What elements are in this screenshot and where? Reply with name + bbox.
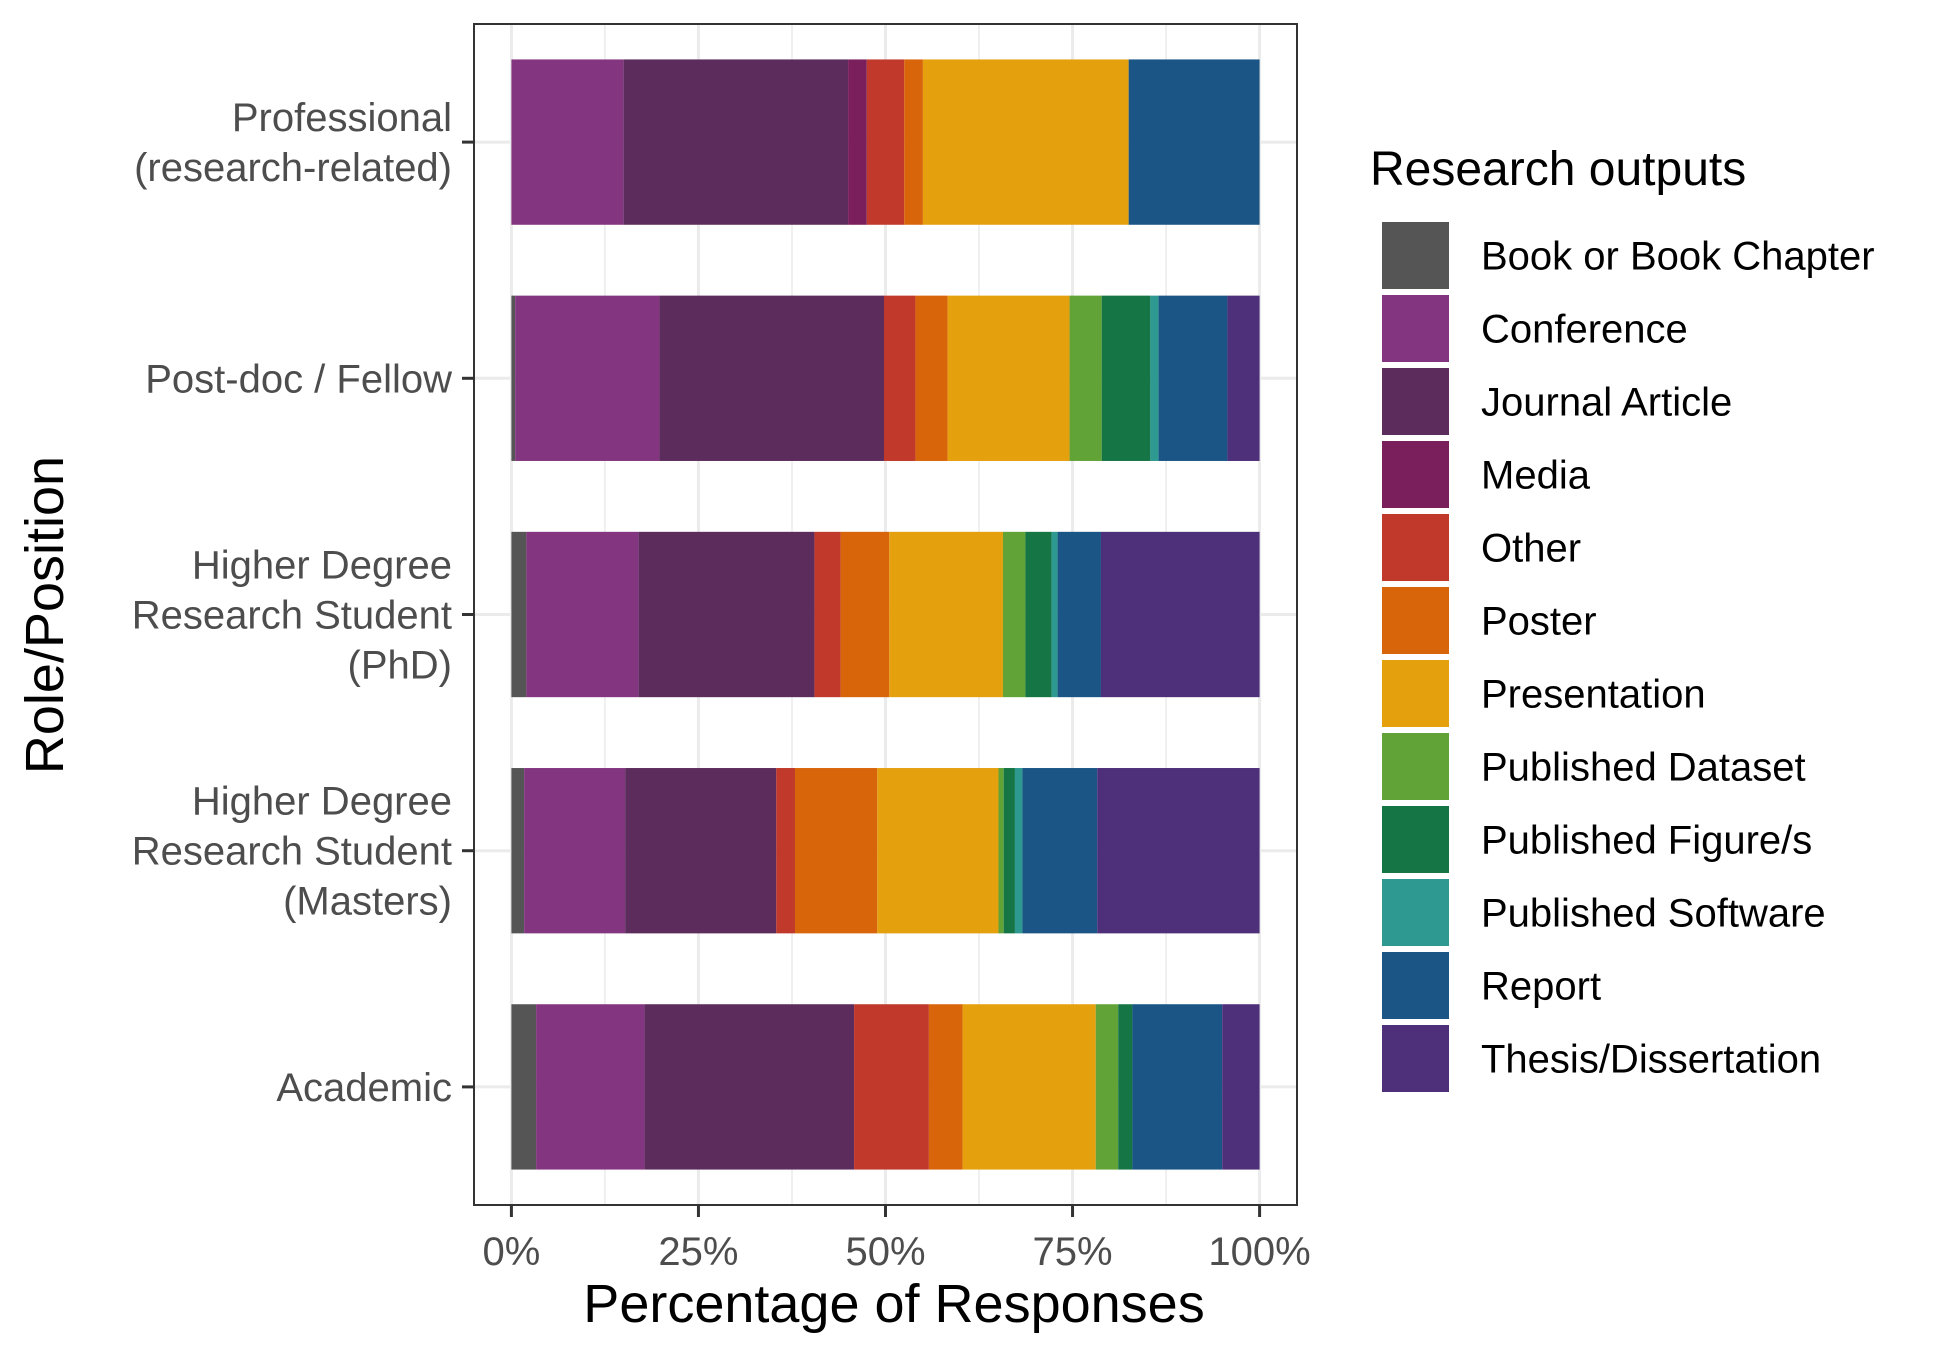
- legend-key: [1382, 514, 1449, 581]
- bar-segment: Journal Article: [625, 768, 777, 934]
- bar-segment: Book or Book Chapter: [511, 295, 516, 461]
- legend-key: [1382, 295, 1449, 362]
- x-tick-label: 0%: [483, 1230, 541, 1274]
- bar-segment: Published Software: [1150, 295, 1159, 461]
- legend: Research outputs Book or Book Chapter Con…: [1370, 143, 1875, 1092]
- bar-segment: Book or Book Chapter: [511, 531, 527, 698]
- bar-segment: Report: [1132, 1004, 1223, 1170]
- bar-segment: Report: [1158, 295, 1228, 461]
- bar-segment: Presentation: [877, 768, 999, 934]
- bar-segment: Journal Article: [659, 295, 885, 461]
- legend-label: Published Software: [1481, 892, 1826, 936]
- bar-segment: Book or Book Chapter: [511, 768, 525, 934]
- bar-segment: Conference: [524, 768, 626, 934]
- y-tick-label: Research Student: [132, 830, 452, 874]
- bar-segment: Presentation: [889, 531, 1003, 698]
- bar-segment: Other: [866, 59, 905, 225]
- legend-label: Published Figure/s: [1481, 819, 1812, 863]
- bar-segment: Published Dataset: [1095, 1004, 1119, 1170]
- bar-segment: Poster: [904, 59, 923, 225]
- bar-segment: Other: [884, 295, 916, 461]
- y-axis: Professional (research-related) Post-doc /…: [132, 96, 474, 1110]
- bar-segment: Published Software: [1014, 768, 1023, 934]
- x-tick-label: 100%: [1208, 1230, 1310, 1274]
- legend-label: Conference: [1481, 308, 1688, 352]
- bar-segment: Conference: [515, 295, 660, 461]
- legend-label: Report: [1481, 965, 1601, 1009]
- bar-segment: Published Software: [1051, 531, 1058, 698]
- bar-segment: Poster: [794, 768, 878, 934]
- x-tick-label: 50%: [845, 1230, 925, 1274]
- bar-segment: Presentation: [962, 1004, 1096, 1170]
- legend-key: [1382, 222, 1449, 289]
- bar-segment: Thesis/Dissertation: [1227, 295, 1260, 461]
- bar-segment: Conference: [511, 59, 624, 225]
- legend-label: Presentation: [1481, 673, 1706, 717]
- legend-label: Published Dataset: [1481, 746, 1806, 790]
- bar-segment: Journal Article: [638, 531, 815, 698]
- bar-segment: Poster: [915, 295, 948, 461]
- bar-segment: Journal Article: [623, 59, 849, 225]
- bar-segment: Conference: [536, 1004, 645, 1170]
- legend-label: Other: [1481, 527, 1581, 571]
- bar-segment: Other: [854, 1004, 929, 1170]
- bar-segment: Thesis/Dissertation: [1222, 1004, 1260, 1170]
- x-axis: 0% 25% 50% 75% 100%: [483, 1205, 1311, 1274]
- bar-segment: Other: [776, 768, 795, 934]
- x-tick-label: 25%: [658, 1230, 738, 1274]
- bar-segment: Report: [1128, 59, 1260, 225]
- y-tick-label: Academic: [276, 1066, 452, 1110]
- legend-key: [1382, 879, 1449, 946]
- legend-key: [1382, 806, 1449, 873]
- bar-segment: Published Dataset: [1002, 531, 1026, 698]
- bar-segment: Conference: [526, 531, 639, 698]
- bar-segment: Other: [814, 531, 841, 698]
- legend-key: [1382, 587, 1449, 654]
- bar-segment: Presentation: [922, 59, 1129, 225]
- bar-segment: Poster: [928, 1004, 963, 1170]
- legend-label: Thesis/Dissertation: [1481, 1038, 1821, 1082]
- bar-segment: Published Dataset: [998, 768, 1004, 934]
- bar-segment: Poster: [840, 531, 890, 698]
- legend-key: [1382, 441, 1449, 508]
- bar-segment: Thesis/Dissertation: [1097, 768, 1260, 934]
- bar-segment: Report: [1022, 768, 1098, 934]
- y-tick-label: Professional: [232, 96, 452, 140]
- bar-segment: Published Figure/s: [1101, 295, 1151, 461]
- bar-segment: Report: [1057, 531, 1101, 698]
- y-tick-label: (research-related): [134, 146, 452, 190]
- y-tick-label: Post-doc / Fellow: [145, 357, 452, 401]
- legend-key: [1382, 368, 1449, 435]
- legend-label: Journal Article: [1481, 381, 1732, 425]
- legend-key: [1382, 1025, 1449, 1092]
- legend-title: Research outputs: [1370, 143, 1746, 196]
- bar-segment: Media: [848, 59, 867, 225]
- x-tick-label: 75%: [1033, 1230, 1113, 1274]
- bar-segment: Presentation: [947, 295, 1070, 461]
- bar-segment: Thesis/Dissertation: [1100, 531, 1260, 698]
- bar-segment: Journal Article: [644, 1004, 855, 1170]
- bar-segment: Published Figure/s: [1003, 768, 1015, 934]
- bar-segment: Published Figure/s: [1025, 531, 1052, 698]
- y-tick-label: (PhD): [348, 644, 452, 688]
- legend-key: [1382, 660, 1449, 727]
- y-tick-label: Higher Degree: [192, 780, 452, 824]
- y-tick-label: (Masters): [283, 880, 452, 924]
- legend-label: Book or Book Chapter: [1481, 235, 1875, 279]
- legend-key: [1382, 952, 1449, 1019]
- legend-label: Media: [1481, 454, 1591, 498]
- y-tick-label: Research Student: [132, 594, 452, 638]
- bar-segment: Book or Book Chapter: [511, 1004, 537, 1170]
- y-axis-title: Role/Position: [15, 456, 75, 774]
- legend-label: Poster: [1481, 600, 1597, 644]
- bar-segment: Published Figure/s: [1118, 1004, 1133, 1170]
- legend-key: [1382, 733, 1449, 800]
- y-tick-label: Higher Degree: [192, 544, 452, 588]
- x-axis-title: Percentage of Responses: [583, 1274, 1204, 1334]
- bar-segment: Published Dataset: [1069, 295, 1102, 461]
